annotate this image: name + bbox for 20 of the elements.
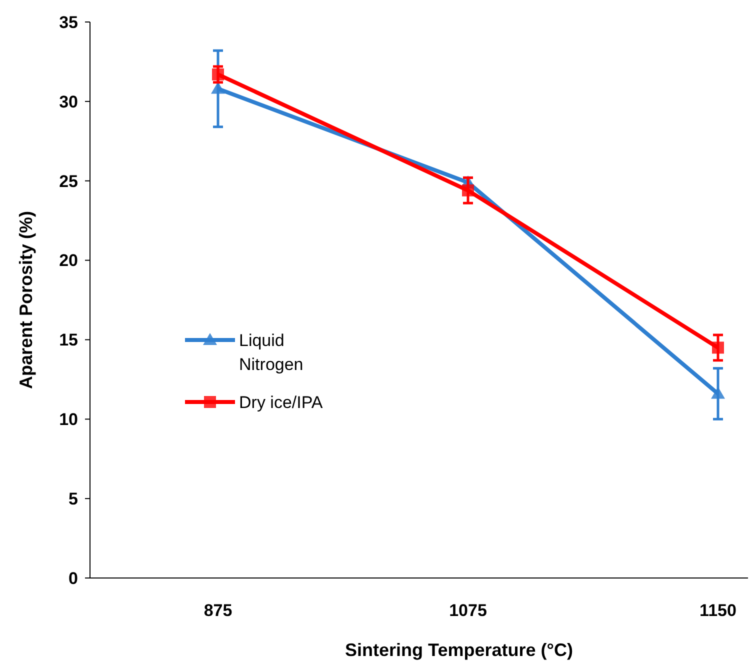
point	[212, 68, 224, 80]
legend-label: Dry ice/IPA	[239, 392, 324, 412]
y-axis-title: Aparent Porosity (%)	[16, 210, 36, 390]
legend-label: Liquid Nitrogen	[239, 330, 304, 374]
y-tick-label: 25	[59, 172, 78, 191]
point	[462, 184, 474, 196]
y-tick-label: 30	[59, 92, 78, 112]
x-tick-label: 1075	[449, 601, 487, 620]
y-tick-label: 20	[59, 251, 78, 270]
point	[711, 386, 725, 399]
point	[211, 82, 225, 94]
x-tick-label: 875	[204, 601, 232, 620]
y-tick-label: 5	[68, 490, 78, 509]
point	[712, 342, 724, 354]
x-axis-title: Sintering Temperature (°C)	[345, 640, 573, 660]
x-tick-label: 1150	[700, 601, 736, 620]
y-tick-label: 10	[59, 410, 78, 430]
y-tick-label: 0	[68, 568, 78, 588]
y-tick-label: 15	[59, 330, 78, 350]
y-tick-label: 35	[59, 12, 78, 32]
